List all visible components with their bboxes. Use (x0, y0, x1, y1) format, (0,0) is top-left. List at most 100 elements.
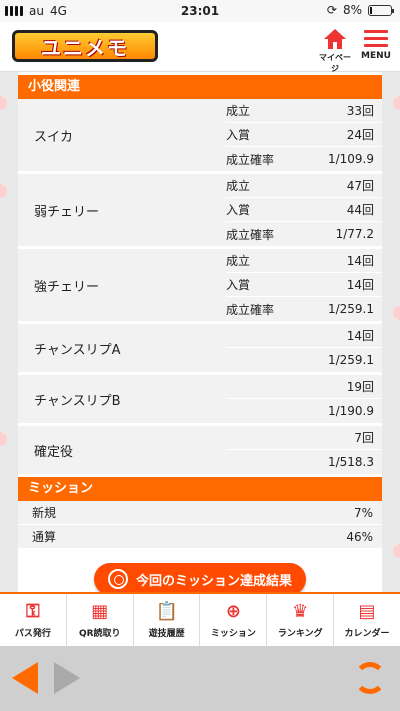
stat-label: 入賞 (226, 278, 251, 292)
tab-qr[interactable]: ▦ QR読取り (67, 594, 134, 646)
qr-icon: ▦ (91, 601, 109, 622)
mypage-label: マイページ (319, 53, 351, 73)
menu-button[interactable]: MENU (356, 28, 396, 61)
stat-row: 1/259.1 (226, 348, 382, 372)
tab-calendar[interactable]: ▤ カレンダー (334, 594, 400, 646)
tab-label: 遊技履歴 (148, 629, 185, 639)
stat-value: 33回 (346, 104, 374, 118)
decor-dot (0, 184, 7, 198)
stat-value: 1/518.3 (327, 455, 374, 469)
stat-row: 成立 33回 (226, 99, 382, 123)
stat-row: 入賞 14回 (226, 273, 382, 297)
mypage-button[interactable]: マイページ (318, 28, 352, 74)
stat-row: 入賞 24回 (226, 123, 382, 147)
mission-label: 通算 (32, 530, 57, 544)
stat-row: 入賞 44回 (226, 198, 382, 222)
decor-dot (0, 432, 7, 446)
tab-label: QR読取り (78, 629, 121, 639)
mission-value: 7% (353, 505, 373, 520)
stat-label: 成立確率 (226, 227, 275, 242)
stat-value: 44回 (346, 203, 374, 217)
stat-label: 成立 (226, 179, 251, 193)
tab-pass[interactable]: ⚿ パス発行 (0, 594, 67, 646)
mission-row: 新規 7% (18, 501, 382, 525)
stat-row: 1/190.9 (226, 399, 382, 423)
stat-label: 成立確率 (226, 152, 275, 167)
decor-dot (393, 96, 400, 110)
role-group: 弱チェリー 成立 47回 入賞 44回 成立確率 1/77.2 (18, 174, 382, 249)
section-header-mission: ミッション (18, 477, 382, 501)
stat-label: 成立確率 (226, 302, 275, 317)
stat-label: 成立 (226, 104, 251, 118)
menu-label: MENU (361, 51, 391, 61)
stat-label: 入賞 (226, 203, 251, 217)
home-icon (324, 29, 346, 49)
tab-label: パス発行 (14, 629, 51, 639)
stat-value: 19回 (346, 380, 374, 394)
target-icon: ⊕ (225, 601, 241, 622)
hamburger-icon (364, 30, 388, 47)
tab-ranking[interactable]: ♛ ランキング (267, 594, 335, 646)
role-name: チャンスリプB (34, 393, 121, 409)
battery-icon (368, 4, 394, 16)
stat-row: 成立 47回 (226, 174, 382, 198)
decor-dot (393, 544, 400, 558)
stat-value: 1/259.1 (327, 302, 374, 316)
tab-history[interactable]: 📋 遊技履歴 (134, 594, 201, 646)
role-name: チャンスリプA (34, 342, 121, 358)
tab-label: ランキング (277, 629, 323, 639)
rotation-lock-icon: ⟳ (326, 3, 337, 17)
role-group: 確定役 7回 1/518.3 (18, 426, 382, 477)
role-group: チャンスリプB 19回 1/190.9 (18, 375, 382, 426)
role-name: 強チェリー (34, 279, 100, 295)
main-content[interactable]: 小役関連 スイカ 成立 33回 入賞 24回 成立確率 1/109.9 弱チェリー 成… (0, 72, 400, 592)
crown-icon: ♛ (292, 601, 309, 622)
tab-label: カレンダー (344, 629, 390, 639)
role-name: 弱チェリー (34, 204, 100, 220)
signal-icon (5, 6, 23, 16)
stat-row: 19回 (226, 375, 382, 399)
carrier: au (29, 4, 44, 18)
role-name: 確定役 (34, 444, 74, 460)
stat-value: 14回 (346, 278, 374, 292)
stat-value: 24回 (346, 128, 374, 142)
browser-nav-bar (0, 646, 400, 711)
stat-label: 成立 (226, 254, 251, 268)
stat-row: 成立確率 1/77.2 (226, 222, 382, 246)
decor-dot (0, 96, 7, 110)
stat-value: 1/109.9 (327, 152, 374, 166)
logo-text: ユニメモ (41, 35, 129, 60)
mission-result-label: 今回のミッション達成結果 (135, 573, 292, 589)
stat-value: 7回 (354, 431, 374, 445)
stat-value: 1/259.1 (327, 353, 374, 367)
stat-row: 成立 14回 (226, 249, 382, 273)
status-bar: au 4G 23:01 ⟳ 8% (0, 0, 400, 22)
stat-row: 14回 (226, 324, 382, 348)
decor-dot (393, 306, 400, 320)
stat-row: 成立確率 1/259.1 (226, 297, 382, 321)
stat-row: 成立確率 1/109.9 (226, 147, 382, 171)
section-header-small-roles: 小役関連 (18, 75, 382, 99)
mission-value: 46% (346, 529, 373, 544)
target-icon (107, 569, 128, 589)
network: 4G (49, 4, 67, 18)
stat-value: 1/190.9 (327, 404, 374, 418)
stat-row: 1/518.3 (226, 450, 382, 474)
stat-value: 14回 (346, 254, 374, 268)
stat-label: 入賞 (226, 128, 251, 142)
mission-result-button[interactable]: 今回のミッション達成結果 (93, 563, 306, 592)
tab-label: ミッション (210, 629, 256, 639)
stat-row: 7回 (226, 426, 382, 450)
role-group: スイカ 成立 33回 入賞 24回 成立確率 1/109.9 (18, 99, 382, 174)
clock: 23:01 (180, 4, 220, 18)
forward-arrow-icon[interactable] (54, 662, 80, 694)
role-name: スイカ (34, 129, 74, 145)
stat-value: 47回 (346, 179, 374, 193)
tab-mission[interactable]: ⊕ ミッション (200, 594, 268, 646)
key-icon: ⚿ (26, 601, 40, 622)
clipboard-icon: 📋 (155, 601, 178, 622)
reload-icon[interactable] (354, 662, 386, 694)
bottom-tab-bar: ⚿ パス発行 ▦ QR読取り 📋 遊技履歴 ⊕ ミッション ♛ ランキング ▤ カレンダー (0, 592, 400, 646)
mission-label: 新規 (32, 506, 57, 520)
logo[interactable]: ユニメモ (12, 30, 158, 62)
